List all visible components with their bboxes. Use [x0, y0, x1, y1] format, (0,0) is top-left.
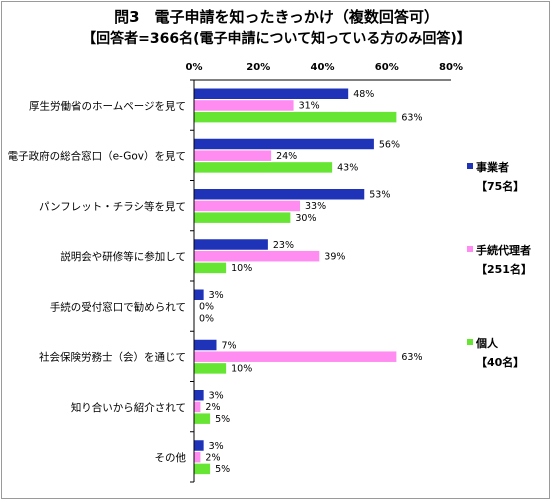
legend-note: 【251名】: [476, 262, 532, 276]
data-label: 5%: [215, 414, 230, 425]
bar: [194, 111, 397, 123]
category-label: 手続の受付窓口で勧められて: [50, 300, 186, 313]
bar: [194, 150, 272, 161]
bar: [194, 289, 204, 300]
category-label: 厚生労働省のホームページを見て: [29, 99, 186, 112]
x-tick-label: 60%: [375, 62, 399, 73]
data-label: 53%: [369, 190, 390, 201]
bar: [194, 451, 201, 463]
bar: [194, 262, 227, 274]
bar: [194, 351, 397, 362]
data-label: 23%: [273, 240, 294, 251]
legend-note: 【75名】: [476, 179, 524, 193]
data-label: 56%: [379, 139, 400, 150]
bar: [194, 88, 349, 99]
x-tick-label: 0%: [186, 62, 203, 73]
bar: [194, 162, 333, 173]
bar: [194, 401, 201, 413]
bar: [194, 212, 291, 223]
category-label: その他: [155, 451, 187, 464]
data-label: 7%: [221, 340, 236, 351]
data-label: 10%: [231, 364, 252, 375]
data-label: 39%: [324, 251, 345, 262]
x-tick-label: 80%: [439, 62, 463, 73]
category-label: パンフレット・チラシ等を見て: [39, 200, 186, 213]
legend-swatch: [467, 163, 473, 169]
data-label: 43%: [337, 163, 358, 174]
data-label: 63%: [401, 112, 422, 123]
x-tick-label: 20%: [246, 62, 270, 73]
bar: [194, 440, 204, 451]
data-label: 24%: [276, 151, 297, 162]
data-label: 3%: [209, 391, 224, 402]
legend-label: 手続代理者: [476, 243, 531, 257]
category-label: 電子政府の総合窓口（e-Gov）を見て: [8, 150, 186, 163]
bar: [194, 100, 294, 111]
bar: [194, 138, 374, 150]
data-label: 48%: [353, 89, 374, 100]
data-label: 10%: [231, 263, 252, 274]
data-label: 31%: [299, 101, 320, 112]
data-label: 2%: [205, 452, 220, 463]
x-tick-label: 40%: [311, 62, 335, 73]
chart-subtitle: 【回答者=366名(電子申請について知っている方のみ回答)】: [82, 31, 471, 47]
category-label: 説明会や研修等に参加して: [60, 250, 186, 263]
data-label: 2%: [205, 402, 220, 413]
legend-label: 個人: [475, 336, 499, 350]
data-label: 3%: [209, 441, 224, 452]
bar: [194, 200, 301, 212]
bar: [194, 239, 268, 250]
chart-title: 問3 電子申請を知ったきっかけ（複数回答可）: [114, 8, 439, 26]
category-label: 知り合いから紹介されて: [71, 401, 186, 414]
data-label: 33%: [305, 201, 326, 212]
data-label: 30%: [295, 213, 316, 224]
legend-swatch: [467, 246, 473, 252]
data-label: 0%: [199, 302, 214, 313]
bar: [194, 339, 217, 351]
data-label: 5%: [215, 464, 230, 475]
bar: [194, 390, 204, 401]
data-label: 63%: [401, 352, 422, 363]
legend-note: 【40名】: [476, 355, 524, 369]
legend-swatch: [467, 339, 473, 345]
bar: [194, 189, 365, 200]
bar: [194, 250, 320, 262]
data-label: 3%: [209, 290, 224, 301]
legend-label: 事業者: [476, 160, 509, 174]
bar: [194, 413, 211, 424]
bar: [194, 363, 227, 374]
category-label: 社会保険労務士（会）を通じて: [39, 351, 186, 364]
data-label: 0%: [199, 313, 214, 324]
bar: [194, 463, 211, 475]
